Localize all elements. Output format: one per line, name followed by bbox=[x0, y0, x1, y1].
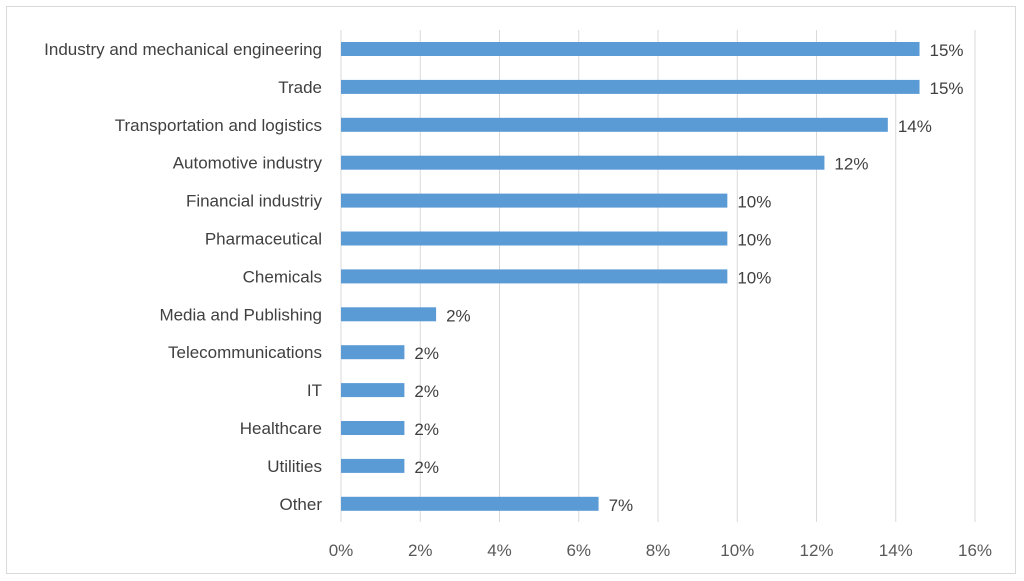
bar-3 bbox=[341, 155, 825, 170]
bar-11 bbox=[341, 458, 405, 473]
category-label-7: Media and Publishing bbox=[159, 305, 322, 324]
x-tick-label-8: 16% bbox=[958, 541, 992, 560]
category-label-4: Financial industriy bbox=[186, 192, 323, 211]
category-label-8: Telecommunications bbox=[168, 343, 322, 362]
x-tick-label-3: 6% bbox=[566, 541, 591, 560]
data-label-12: 7% bbox=[609, 496, 634, 515]
bar-12 bbox=[341, 496, 599, 511]
data-label-2: 14% bbox=[898, 117, 932, 136]
data-label-6: 10% bbox=[737, 268, 771, 287]
bar-2 bbox=[341, 117, 888, 132]
data-label-4: 10% bbox=[737, 193, 771, 212]
data-label-9: 2% bbox=[414, 382, 439, 401]
bar-1 bbox=[341, 79, 920, 94]
category-label-10: Healthcare bbox=[240, 419, 322, 438]
x-tick-label-4: 8% bbox=[646, 541, 671, 560]
x-tick-label-6: 12% bbox=[799, 541, 833, 560]
chart-frame bbox=[6, 6, 1016, 574]
category-label-6: Chemicals bbox=[243, 267, 322, 286]
category-label-0: Industry and mechanical engineering bbox=[44, 40, 322, 59]
bar-6 bbox=[341, 269, 728, 284]
category-label-12: Other bbox=[279, 495, 322, 514]
data-label-8: 2% bbox=[414, 344, 439, 363]
category-label-1: Trade bbox=[278, 78, 322, 97]
bar-9 bbox=[341, 383, 405, 398]
category-label-3: Automotive industry bbox=[173, 154, 323, 173]
bar-4 bbox=[341, 193, 728, 208]
bar-0 bbox=[341, 42, 920, 56]
category-label-2: Transportation and logistics bbox=[115, 116, 322, 135]
x-tick-label-2: 4% bbox=[487, 541, 512, 560]
x-tick-label-7: 14% bbox=[879, 541, 913, 560]
data-label-0: 15% bbox=[930, 41, 964, 60]
x-tick-label-5: 10% bbox=[720, 541, 754, 560]
x-tick-label-0: 0% bbox=[329, 541, 354, 560]
bar-7 bbox=[341, 307, 437, 322]
data-label-10: 2% bbox=[414, 420, 439, 439]
x-tick-label-1: 2% bbox=[408, 541, 433, 560]
category-label-5: Pharmaceutical bbox=[205, 230, 322, 249]
data-label-1: 15% bbox=[930, 79, 964, 98]
bar-8 bbox=[341, 345, 405, 360]
category-label-9: IT bbox=[307, 381, 322, 400]
bar-5 bbox=[341, 231, 728, 246]
data-label-3: 12% bbox=[834, 155, 868, 174]
bar-10 bbox=[341, 421, 405, 435]
data-label-7: 2% bbox=[446, 306, 471, 325]
category-label-11: Utilities bbox=[267, 457, 322, 476]
data-label-11: 2% bbox=[414, 458, 439, 477]
data-label-5: 10% bbox=[737, 231, 771, 250]
